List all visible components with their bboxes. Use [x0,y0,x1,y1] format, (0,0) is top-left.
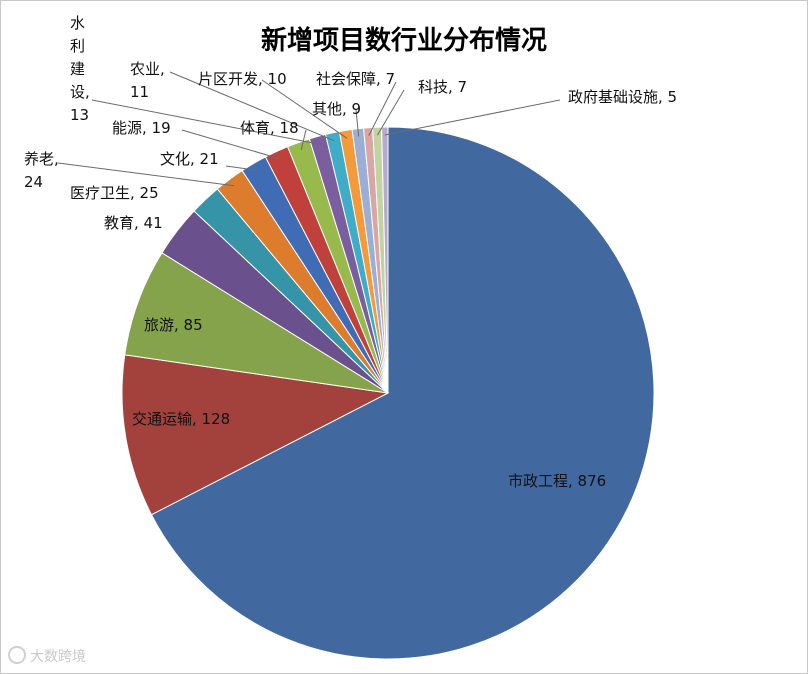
leader-line [368,81,397,136]
data-label: 医疗卫生, 25 [70,184,159,202]
leader-line [169,71,335,142]
pie-slice [381,126,389,394]
leader-line [225,165,258,171]
leader-line [355,109,360,137]
leader-line [181,129,280,160]
leader-line [261,79,348,139]
data-label: 养老, 24 [24,150,59,191]
watermark: 大数跨境 [8,646,86,666]
watermark-logo-icon [8,646,26,664]
leader-line [376,89,405,136]
chart-title: 新增项目数行业分布情况 [260,26,547,56]
data-label: 片区开发, 10 [198,70,287,88]
data-label: 市政工程, 876 [508,472,606,490]
pie-slices [121,126,655,660]
data-label: 科技, 7 [418,78,467,96]
data-label: 其他, 9 [312,100,361,118]
pie-slice [124,252,389,394]
leader-line [300,129,307,151]
data-label: 社会保障, 7 [316,70,395,88]
data-label: 体育, 18 [240,119,299,137]
data-label: 教育, 41 [104,214,163,232]
data-label: 农业, 11 [130,60,165,101]
pie-slice [121,354,390,516]
data-label: 水利建设, 13 [70,14,90,124]
leader-line [57,162,235,187]
data-label: 文化, 21 [160,150,219,168]
pie-slice [150,126,655,660]
leader-line [91,99,320,145]
data-label: 交通运输, 128 [132,410,230,428]
leader-line [384,99,561,136]
leader-lines [57,71,561,187]
data-label: 政府基础设施, 5 [568,88,677,106]
data-labels: 市政工程, 876 交通运输, 128 旅游, 85 教育, 41 医疗卫生, 25 养老… [24,14,677,490]
watermark-text: 大数跨境 [30,649,86,665]
data-label: 能源, 19 [112,119,171,137]
data-label: 旅游, 85 [144,316,203,334]
